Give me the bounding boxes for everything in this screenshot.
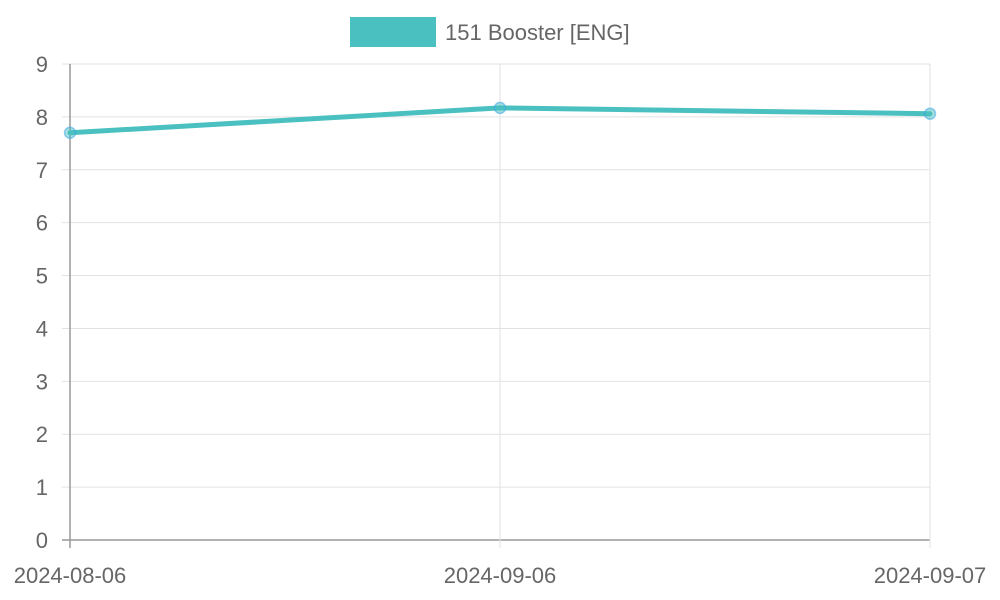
y-tick-label: 6 bbox=[36, 211, 48, 236]
data-point[interactable] bbox=[63, 126, 77, 140]
grid bbox=[62, 63, 931, 548]
y-tick-label: 3 bbox=[36, 369, 48, 394]
series-layer bbox=[63, 101, 937, 140]
y-tick-label: 7 bbox=[36, 158, 48, 183]
x-tick-label: 2024-09-07 bbox=[874, 563, 987, 588]
y-tick-label: 1 bbox=[36, 475, 48, 500]
legend[interactable]: 151 Booster [ENG] bbox=[350, 17, 630, 47]
y-tick-label: 8 bbox=[36, 105, 48, 130]
tick-labels: 0 1 2 3 4 5 6 7 8 9 2024-08-06 2024-09-06 2024-09-07 bbox=[14, 52, 987, 588]
legend-swatch bbox=[350, 17, 436, 47]
x-tick-label: 2024-09-06 bbox=[444, 563, 557, 588]
data-point[interactable] bbox=[923, 107, 937, 120]
data-point[interactable] bbox=[493, 101, 507, 115]
x-tick-label: 2024-08-06 bbox=[14, 563, 127, 588]
y-tick-label: 2 bbox=[36, 422, 48, 447]
y-tick-label: 4 bbox=[36, 316, 48, 341]
y-tick-label: 5 bbox=[36, 264, 48, 289]
y-tick-label: 9 bbox=[36, 52, 48, 77]
y-tick-label: 0 bbox=[36, 528, 48, 553]
legend-label: 151 Booster [ENG] bbox=[445, 20, 630, 45]
